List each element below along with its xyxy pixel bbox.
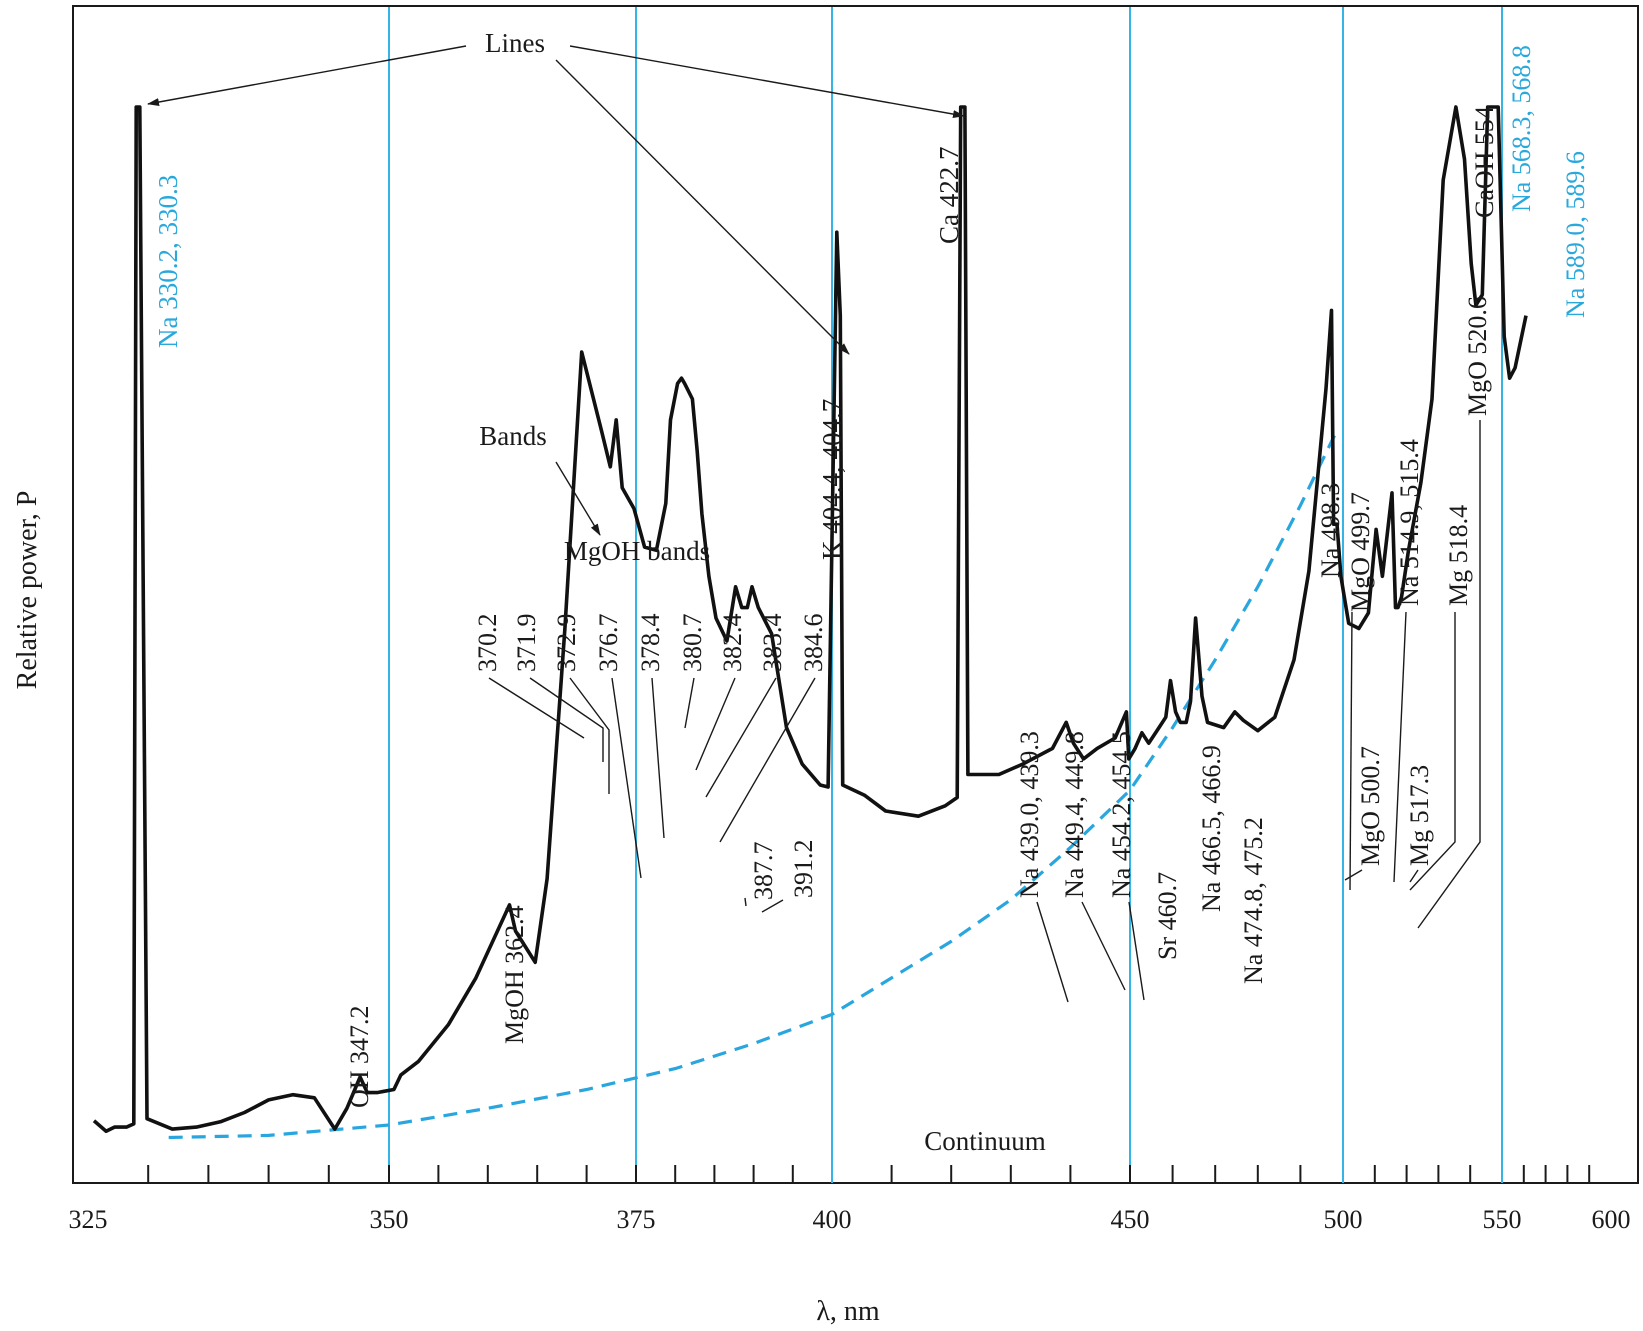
x-axis-label: λ, nm [816, 1296, 880, 1327]
label-ca-422: Ca 422.7 [934, 147, 964, 245]
x-tick-label-600: 600 [1592, 1205, 1631, 1234]
arrow-lines-k404 [555, 59, 850, 355]
leader-370-2 [488, 677, 585, 739]
x-tick-label-500: 500 [1324, 1205, 1363, 1234]
label-na-568: Na 568.3, 568.8 [1507, 45, 1536, 212]
leader-384-6 [719, 677, 816, 843]
leader-382-4 [695, 677, 736, 771]
label-mg-518: Mg 518.4 [1444, 505, 1473, 606]
label-lines: Lines [485, 28, 545, 58]
spectrum-curve [92, 105, 1528, 1133]
label-na-589: Na 589.0, 589.6 [1561, 151, 1590, 318]
label-band-370-2: 370.2 [473, 614, 502, 673]
x-tick-label-350: 350 [370, 1205, 409, 1234]
label-na-466: Na 466.5, 466.9 [1197, 745, 1226, 912]
x-tick-label-550: 550 [1483, 1205, 1522, 1234]
x-tick-label-400: 400 [813, 1205, 852, 1234]
x-tick-label-375: 375 [617, 1205, 656, 1234]
leader-na-454 [1128, 901, 1145, 1001]
label-na-474: Na 474.8, 475.2 [1239, 817, 1268, 984]
label-na-514: Na 514.9, 515.4 [1395, 439, 1424, 606]
label-mgo-499: MgO 499.7 [1346, 492, 1375, 612]
label-band-383-4: 383.4 [758, 614, 787, 673]
leader-na-449 [1081, 901, 1126, 991]
label-band-384-6: 384.6 [799, 614, 828, 673]
label-continuum: Continuum [924, 1126, 1046, 1156]
label-mgoh-bands: MgOH bands [564, 536, 710, 566]
leader-na-439 [1036, 901, 1069, 1003]
leader-391-2 [761, 899, 784, 913]
y-axis-label: Relative power, P [12, 491, 43, 690]
label-bands: Bands [479, 421, 547, 451]
leader-376-7 [611, 677, 642, 879]
leader-na-514 [1393, 611, 1407, 883]
leader-mg-518 [1409, 612, 1456, 891]
label-band-376-7: 376.7 [594, 614, 623, 673]
leader-mgo-520 [1417, 420, 1481, 929]
label-mg-517: Mg 517.3 [1405, 765, 1434, 866]
leader-371-9 [529, 677, 604, 762]
label-na-454: Na 454.2, 454.5 [1107, 731, 1136, 898]
label-band-378-4: 378.4 [636, 614, 665, 673]
x-tick-label-450: 450 [1111, 1205, 1150, 1234]
leader-mg-517 [1409, 869, 1419, 883]
label-mgoh-362: MgOH 362.4 [500, 905, 529, 1044]
arrow-bands [555, 461, 601, 536]
label-oh-347: OH 347.2 [345, 1005, 374, 1108]
label-band-371-9: 371.9 [512, 614, 541, 673]
plot-frame [72, 5, 1639, 1184]
label-na-439: Na 439.0, 439.3 [1015, 731, 1044, 898]
label-mgo-500: MgO 500.7 [1356, 746, 1385, 866]
leader-383-4 [705, 677, 777, 798]
leader-372-9 [569, 677, 610, 794]
label-na-498: Na 498.3 [1316, 483, 1345, 578]
arrow-lines-ca422 [569, 45, 965, 119]
x-tick-label-325: 325 [69, 1205, 108, 1234]
leader-mgo-500 [1344, 869, 1363, 881]
leader-378-4 [651, 677, 665, 839]
leader-mgo-499 [1349, 611, 1353, 891]
label-band-382-4: 382.4 [718, 614, 747, 673]
continuum-curve [168, 434, 1336, 1140]
label-na-449: Na 449.4, 449.8 [1060, 731, 1089, 898]
label-band-372-9: 372.9 [552, 614, 581, 673]
label-mgo-520: MgO 520.6 [1463, 296, 1492, 416]
leader-380-7 [684, 677, 695, 729]
label-na-330: Na 330.2, 330.3 [153, 175, 183, 348]
label-band-380-7: 380.7 [678, 614, 707, 673]
label-caoh-554: CaOH 554 [1470, 106, 1499, 218]
label-band-391-2: 391.2 [789, 840, 818, 899]
label-sr-460: Sr 460.7 [1153, 872, 1182, 960]
label-k-404: K 404.4, 404.7 [817, 399, 847, 560]
label-band-387-7: 387.7 [749, 842, 778, 901]
leader-387-7 [744, 897, 747, 907]
arrow-lines-na330 [147, 45, 467, 106]
